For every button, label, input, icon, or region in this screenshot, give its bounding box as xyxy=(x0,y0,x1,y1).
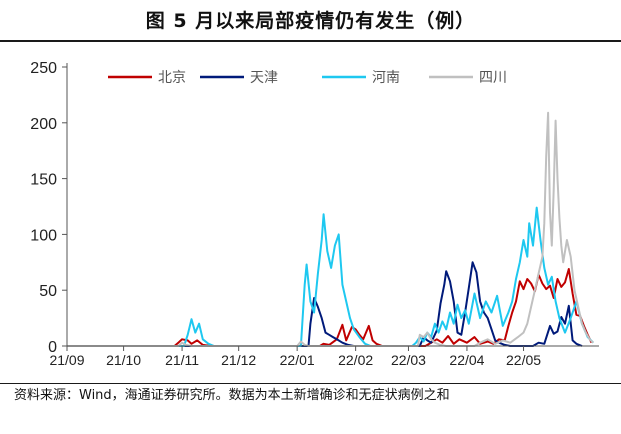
x-tick-label: 22/02 xyxy=(338,352,373,368)
x-tick-label: 21/11 xyxy=(165,352,199,368)
y-tick-label: 200 xyxy=(30,116,57,133)
legend-label-4: 四川 xyxy=(479,69,507,85)
legend-label-1: 北京 xyxy=(158,69,186,85)
series-line-4 xyxy=(67,111,594,347)
y-tick-label: 100 xyxy=(30,227,57,244)
legend-label-2: 天津 xyxy=(250,69,278,85)
source-divider xyxy=(0,383,621,384)
chart-title: 图 5 月以来局部疫情仍有发生（例） xyxy=(145,10,476,32)
axes: 0 50 100 150 200 250 21/09 21/10 21/11 21/12 22/01… xyxy=(30,60,599,368)
series-line-2 xyxy=(67,261,583,347)
x-tick-label: 22/05 xyxy=(506,352,541,368)
x-tick-label: 21/09 xyxy=(49,352,84,368)
legend: 北京 天津 河南 四川 xyxy=(108,69,507,85)
y-tick-label: 0 xyxy=(48,339,57,356)
source-note: 资料来源：Wind，海通证券研究所。数据为本土新增确诊和无症状病例之和 xyxy=(14,388,450,403)
x-tick-label: 22/04 xyxy=(449,352,484,368)
legend-label-3: 河南 xyxy=(372,69,400,85)
title-bar: 图 5 月以来局部疫情仍有发生（例） xyxy=(0,0,621,42)
y-tick-label: 250 xyxy=(30,60,57,77)
plot-area: 0 50 100 150 200 250 21/09 21/10 21/11 21/12 22/01… xyxy=(30,60,599,368)
x-tick-label: 21/12 xyxy=(221,352,256,368)
x-tick-label: 22/01 xyxy=(280,352,315,368)
y-tick-label: 150 xyxy=(30,172,57,189)
series-line-3 xyxy=(67,206,595,347)
x-tick-label: 22/03 xyxy=(391,352,426,368)
y-tick-label: 50 xyxy=(39,283,57,300)
x-tick-label: 21/10 xyxy=(106,352,141,368)
series-lines xyxy=(67,111,595,347)
